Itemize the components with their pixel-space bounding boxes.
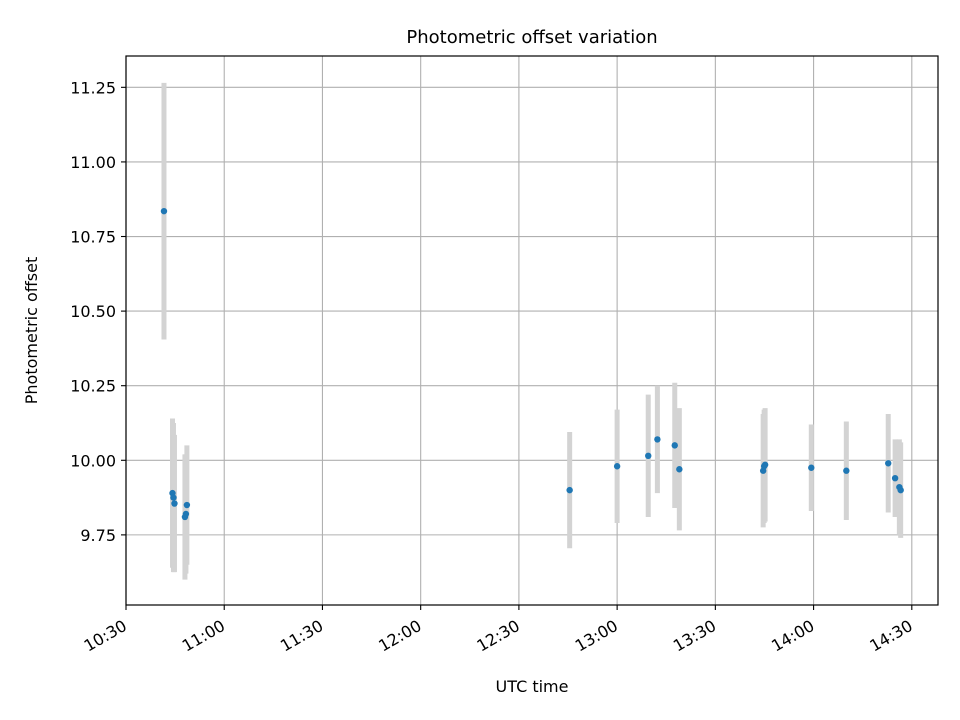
data-point bbox=[182, 510, 190, 518]
data-point bbox=[671, 442, 678, 449]
data-point bbox=[808, 464, 815, 471]
data-point bbox=[171, 500, 178, 507]
y-tick-label: 10.25 bbox=[70, 377, 116, 396]
data-point bbox=[885, 460, 892, 467]
x-axis-title: UTC time bbox=[496, 677, 569, 696]
data-point bbox=[891, 474, 899, 482]
data-point bbox=[645, 452, 652, 460]
plot-frame bbox=[125, 55, 939, 606]
y-axis-ticks: 9.75 10.00 10.25 10.50 10.75 11.00 11.25 bbox=[70, 78, 126, 545]
y-tick-label: 9.75 bbox=[80, 526, 116, 545]
data-point bbox=[160, 207, 168, 215]
y-tick-label: 11.25 bbox=[70, 78, 116, 97]
y-tick-label: 10.75 bbox=[70, 228, 116, 247]
data-point bbox=[897, 486, 904, 494]
data-point bbox=[676, 466, 683, 473]
y-tick-label: 11.00 bbox=[70, 153, 116, 172]
y-axis-title: Photometric offset bbox=[22, 257, 41, 405]
data-point bbox=[170, 494, 177, 501]
data-point bbox=[613, 463, 621, 470]
data-point bbox=[183, 501, 191, 509]
grid bbox=[125, 56, 938, 605]
data-point bbox=[843, 467, 850, 474]
data-points bbox=[160, 207, 904, 521]
data-point bbox=[566, 486, 573, 494]
y-tick-label: 10.00 bbox=[70, 451, 116, 470]
chart-title: Photometric offset variation bbox=[406, 27, 657, 48]
data-point bbox=[654, 436, 661, 443]
y-tick-label: 10.50 bbox=[70, 302, 116, 321]
data-point bbox=[761, 461, 769, 468]
